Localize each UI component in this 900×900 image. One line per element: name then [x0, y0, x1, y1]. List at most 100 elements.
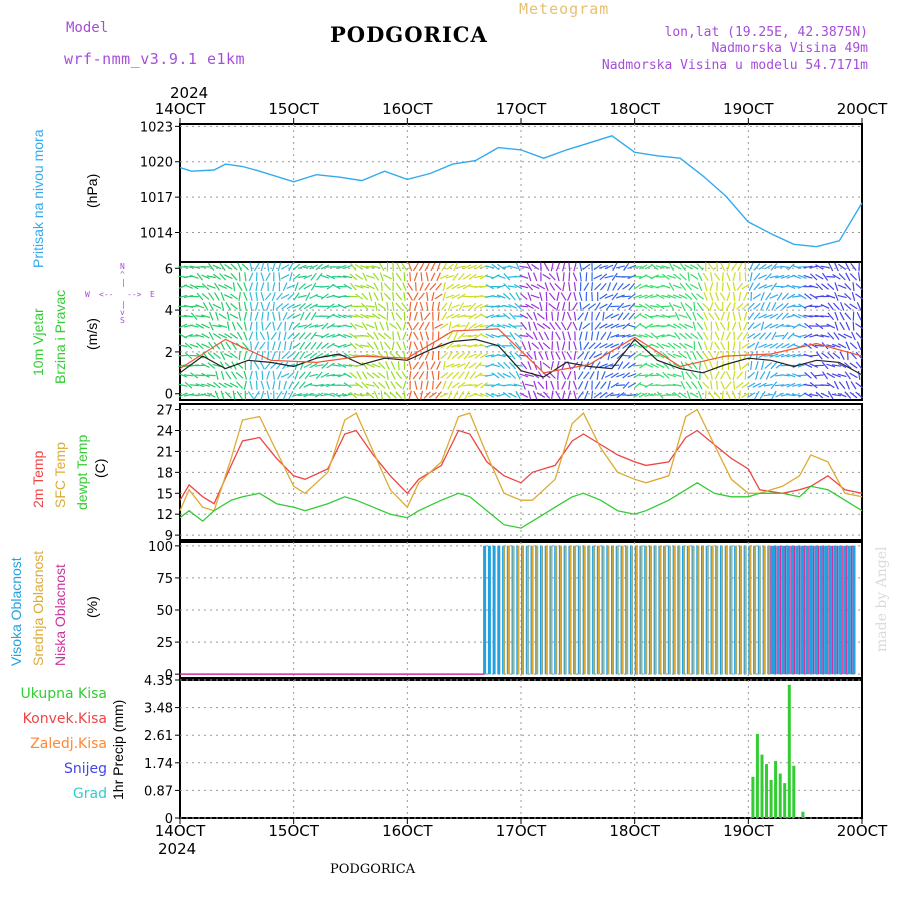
wind-arrow [797, 313, 807, 319]
wind-arrow [223, 294, 233, 299]
wind-arrow [754, 341, 760, 351]
wind-arrow [638, 392, 648, 398]
wind-arrow [555, 390, 561, 400]
wind-arrow [468, 313, 477, 320]
wind-arrow [468, 334, 478, 338]
x-tick-label-top: 16OCT [382, 100, 433, 118]
wind-arrow [550, 262, 554, 272]
wind-arrow [282, 390, 288, 400]
wind-arrow [856, 341, 862, 351]
wind-arrow [573, 390, 577, 400]
wind-arrow [590, 331, 594, 341]
wind-arrow [704, 282, 708, 292]
wind-arrow [236, 331, 243, 341]
wind-arrow [601, 370, 606, 380]
wind-arrow [368, 292, 373, 301]
precip-total-legend: Ukupna Kisa [20, 686, 107, 702]
wind-arrow [195, 315, 205, 318]
wind-arrow [673, 323, 682, 329]
wind-arrow [212, 273, 221, 280]
wind-arrow [610, 343, 620, 349]
wind-arrow [638, 294, 648, 299]
wind-arrow [621, 295, 631, 298]
wind-arrow [583, 351, 589, 360]
wind-arrow [764, 273, 772, 281]
wind-arrow [261, 321, 264, 331]
wind-arrow [588, 342, 596, 350]
wind-arrow [284, 321, 286, 331]
wind-arrow [243, 331, 248, 341]
wind-arrow [206, 382, 216, 388]
wind-arrow [496, 315, 506, 318]
wind-arrow [440, 323, 449, 330]
wind-arrow [719, 321, 726, 331]
wind-arrow [350, 282, 357, 291]
wind-arrow [644, 363, 654, 368]
wind-arrow [704, 390, 707, 400]
wind-arrow [604, 323, 614, 329]
wind-arrow [674, 332, 681, 340]
wind-arrow [556, 301, 560, 311]
wind-arrow [638, 334, 648, 338]
wind-arrow [320, 264, 330, 270]
wind-arrow [441, 311, 448, 321]
wind-arrow [855, 283, 863, 291]
wind-arrow [566, 311, 572, 321]
wind-arrow [418, 361, 425, 370]
wind-arrow [462, 335, 472, 337]
wind-arrow [667, 334, 677, 338]
wind-arrow [731, 321, 737, 331]
wind-arrow [389, 391, 397, 399]
wind-arrow [509, 342, 516, 350]
wind-arrow [321, 342, 329, 350]
wind-arrow [278, 331, 281, 341]
wind-arrow [316, 272, 323, 281]
wind-arrow [432, 321, 434, 331]
wind-arrow [189, 384, 199, 387]
wind-arrow [303, 274, 313, 280]
wind-arrow [845, 272, 851, 282]
wind-arrow [556, 291, 560, 302]
wind-arrow [849, 391, 858, 399]
wind-arrow [315, 352, 324, 359]
wind-arrow [743, 311, 748, 321]
wind-arrow [320, 383, 330, 387]
wind-arrow [763, 284, 773, 289]
wind-arrow [633, 352, 642, 359]
wind-arrow [714, 331, 720, 341]
wind-arrow [474, 361, 482, 370]
wind-arrow [604, 343, 614, 349]
wind-arrow [272, 321, 276, 331]
wind-arrow [509, 351, 516, 360]
wind-arrow [479, 304, 489, 309]
wind-arrow [701, 302, 710, 310]
wind-arrow [348, 314, 358, 318]
wind-arrow [249, 311, 253, 321]
wind-arrow [249, 370, 253, 380]
temperature-y-tick-label: 27 [156, 404, 173, 419]
wind-arrow [852, 321, 855, 331]
wind-arrow [373, 331, 379, 341]
wind-arrow [286, 313, 295, 320]
wind-arrow [224, 263, 233, 270]
wind-arrow [218, 324, 228, 328]
wind-arrow [573, 351, 577, 361]
wind-arrow [763, 393, 773, 397]
wind-arrow [732, 370, 736, 380]
wind-arrow [443, 361, 446, 370]
wind-arrow [588, 351, 596, 360]
wind-arrow [519, 392, 529, 398]
wind-arrow [594, 283, 602, 291]
wind-arrow [606, 331, 612, 341]
wind-arrow [201, 283, 210, 291]
wind-arrow [297, 264, 307, 270]
wind-arrow [687, 272, 690, 282]
wind-arrow [437, 370, 440, 380]
wind-arrow [212, 324, 222, 328]
wind-arrow [309, 303, 318, 310]
wind-arrow [235, 362, 244, 369]
wind-arrow [849, 273, 858, 281]
wind-arrow [710, 380, 713, 390]
wind-arrow [697, 282, 703, 292]
wind-arrow [383, 391, 391, 399]
